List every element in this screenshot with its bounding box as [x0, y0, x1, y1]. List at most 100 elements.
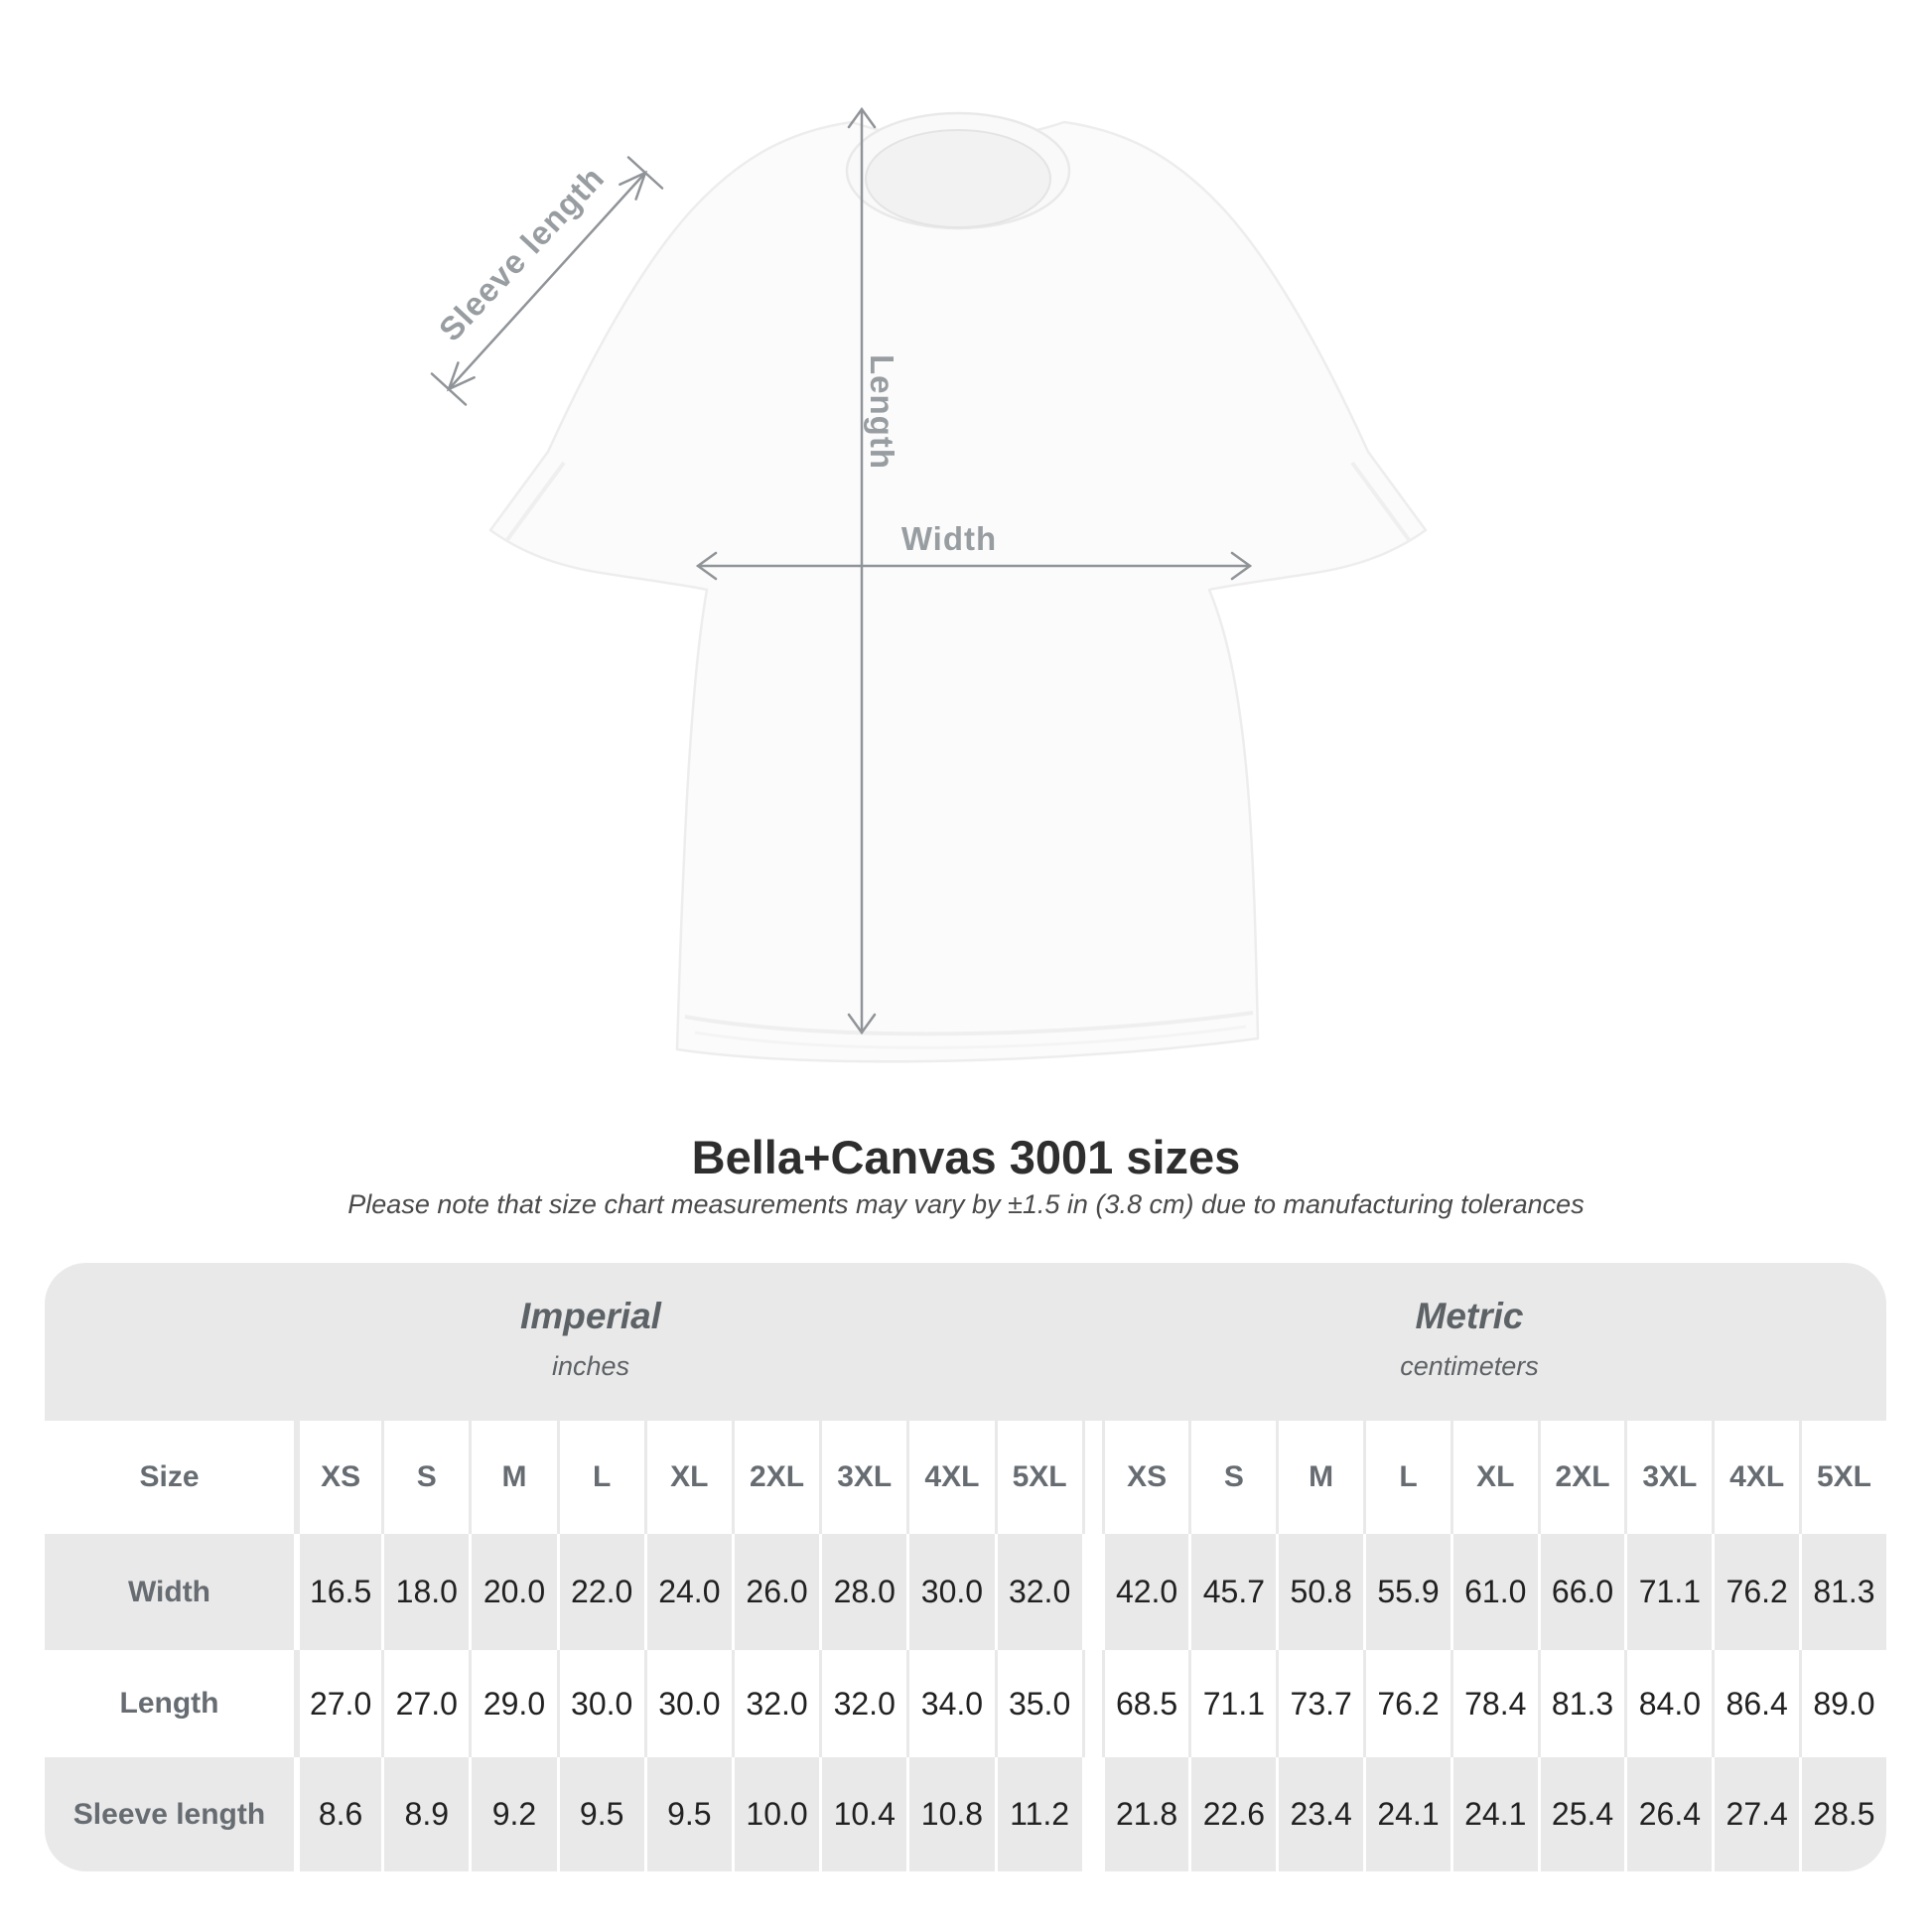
imperial-value-cell: 30.0	[906, 1534, 994, 1650]
metric-value-cell: 23.4	[1276, 1757, 1363, 1871]
measurement-row-label: Width	[127, 1575, 211, 1608]
imperial-value-cell: 10.0	[731, 1757, 819, 1871]
width-row: Width 16.5 18.0 20.0 22.0 24.0 26.0 28.0 30.0 32.…	[45, 1534, 1886, 1650]
metric-value-cell: 24.1	[1449, 1757, 1538, 1871]
width-arrow	[695, 551, 1253, 581]
metric-value-cell: 55.9	[1363, 1534, 1450, 1650]
metric-size-header: 2XL	[1537, 1421, 1625, 1534]
metric-value-cell: 42.0	[1101, 1534, 1189, 1650]
imperial-value-cell: 20.0	[469, 1534, 556, 1650]
metric-section-header: Metric centimeters	[1077, 1293, 1862, 1386]
imperial-size-header: 5XL	[994, 1421, 1082, 1534]
imperial-value-cell: 28.0	[819, 1534, 906, 1650]
metric-value-cell: 27.4	[1712, 1757, 1799, 1871]
metric-value-cell: 66.0	[1537, 1534, 1625, 1650]
metric-size-header: 5XL	[1799, 1421, 1886, 1534]
metric-value-cell: 81.3	[1799, 1534, 1886, 1650]
imperial-size-header: 4XL	[906, 1421, 994, 1534]
metric-label: Metric	[1415, 1296, 1524, 1336]
metric-unit-label: centimeters	[1400, 1351, 1539, 1381]
sleeve-length-arrow	[430, 156, 664, 406]
metric-size-header: XL	[1449, 1421, 1538, 1534]
imperial-value-cell: 8.9	[381, 1757, 469, 1871]
imperial-value-cell: 22.0	[556, 1534, 644, 1650]
measurement-row-label: Length	[119, 1687, 219, 1720]
imperial-section-header: Imperial inches	[45, 1293, 1137, 1386]
metric-value-cell: 89.0	[1799, 1650, 1886, 1757]
metric-value-cell: 71.1	[1624, 1534, 1712, 1650]
size-column-header: Size	[139, 1460, 200, 1493]
metric-value-cell: 50.8	[1276, 1534, 1363, 1650]
imperial-size-header: L	[556, 1421, 644, 1534]
imperial-value-cell: 11.2	[994, 1757, 1082, 1871]
imperial-label: Imperial	[520, 1296, 661, 1336]
metric-value-cell: 28.5	[1799, 1757, 1886, 1871]
right-cuff-seam	[1350, 461, 1412, 543]
units-header-band: Imperial inches Metric centimeters	[45, 1263, 1886, 1421]
left-cuff-seam	[504, 461, 566, 543]
metric-value-cell: 73.7	[1276, 1650, 1363, 1757]
page-title: Bella+Canvas 3001 sizes	[691, 1131, 1241, 1183]
imperial-value-cell: 24.0	[643, 1534, 732, 1650]
metric-value-cell: 68.5	[1101, 1650, 1189, 1757]
measurement-row-label: Sleeve length	[72, 1797, 266, 1831]
imperial-value-cell: 8.6	[294, 1757, 381, 1871]
metric-value-cell: 25.4	[1537, 1757, 1625, 1871]
metric-value-cell: 78.4	[1449, 1650, 1538, 1757]
imperial-size-header: 2XL	[731, 1421, 819, 1534]
imperial-value-cell: 27.0	[294, 1650, 381, 1757]
imperial-size-header: XS	[294, 1421, 381, 1534]
imperial-unit-label: inches	[551, 1351, 630, 1381]
imperial-value-cell: 32.0	[819, 1650, 906, 1757]
tshirt-diagram	[430, 106, 1428, 1063]
metric-size-header: 4XL	[1712, 1421, 1799, 1534]
section-gap	[1081, 1421, 1102, 1534]
hem-seam	[684, 1011, 1254, 1036]
size-header-row: Size XS S M L XL 2XL 3XL 4XL 5XL XS S M L XL 2XL 3XL 4XL 5…	[45, 1421, 1886, 1534]
size-table: Imperial inches Metric centimeters Size X…	[45, 1263, 1886, 1871]
imperial-value-cell: 9.2	[469, 1757, 556, 1871]
imperial-size-header: S	[381, 1421, 469, 1534]
metric-size-header: 3XL	[1624, 1421, 1712, 1534]
imperial-value-cell: 30.0	[556, 1650, 644, 1757]
metric-value-cell: 81.3	[1537, 1650, 1625, 1757]
metric-value-cell: 22.6	[1188, 1757, 1276, 1871]
imperial-size-header: M	[469, 1421, 556, 1534]
imperial-value-cell: 9.5	[643, 1757, 732, 1871]
section-gap	[1081, 1757, 1102, 1871]
metric-value-cell: 21.8	[1101, 1757, 1189, 1871]
metric-value-cell: 61.0	[1449, 1534, 1538, 1650]
section-gap	[1081, 1534, 1102, 1650]
page-subtitle: Please note that size chart measurements…	[347, 1189, 1585, 1219]
hem-fold	[694, 1025, 1247, 1049]
metric-size-header: M	[1276, 1421, 1363, 1534]
imperial-value-cell: 9.5	[556, 1757, 644, 1871]
metric-value-cell: 24.1	[1363, 1757, 1450, 1871]
metric-value-cell: 26.4	[1624, 1757, 1712, 1871]
length-arrow	[847, 106, 877, 1035]
metric-value-cell: 84.0	[1624, 1650, 1712, 1757]
imperial-value-cell: 16.5	[294, 1534, 381, 1650]
imperial-value-cell: 18.0	[381, 1534, 469, 1650]
metric-value-cell: 76.2	[1363, 1650, 1450, 1757]
length-label: Length	[864, 354, 900, 470]
imperial-value-cell: 30.0	[643, 1650, 732, 1757]
imperial-value-cell: 26.0	[731, 1534, 819, 1650]
metric-value-cell: 71.1	[1188, 1650, 1276, 1757]
metric-size-header: XS	[1101, 1421, 1189, 1534]
imperial-size-header: XL	[643, 1421, 732, 1534]
width-label: Width	[900, 520, 998, 557]
collar-inner	[865, 129, 1051, 228]
imperial-value-cell: 10.4	[819, 1757, 906, 1871]
imperial-size-header: 3XL	[819, 1421, 906, 1534]
imperial-value-cell: 32.0	[994, 1534, 1082, 1650]
imperial-value-cell: 34.0	[906, 1650, 994, 1757]
metric-value-cell: 45.7	[1188, 1534, 1276, 1650]
tshirt-body	[488, 120, 1428, 1063]
metric-value-cell: 76.2	[1712, 1534, 1799, 1650]
length-row: Length 27.0 27.0 29.0 30.0 30.0 32.0 32.0 34.0 35…	[45, 1650, 1886, 1757]
metric-value-cell: 86.4	[1712, 1650, 1799, 1757]
imperial-value-cell: 29.0	[469, 1650, 556, 1757]
metric-size-header: S	[1188, 1421, 1276, 1534]
section-gap	[1081, 1650, 1102, 1757]
